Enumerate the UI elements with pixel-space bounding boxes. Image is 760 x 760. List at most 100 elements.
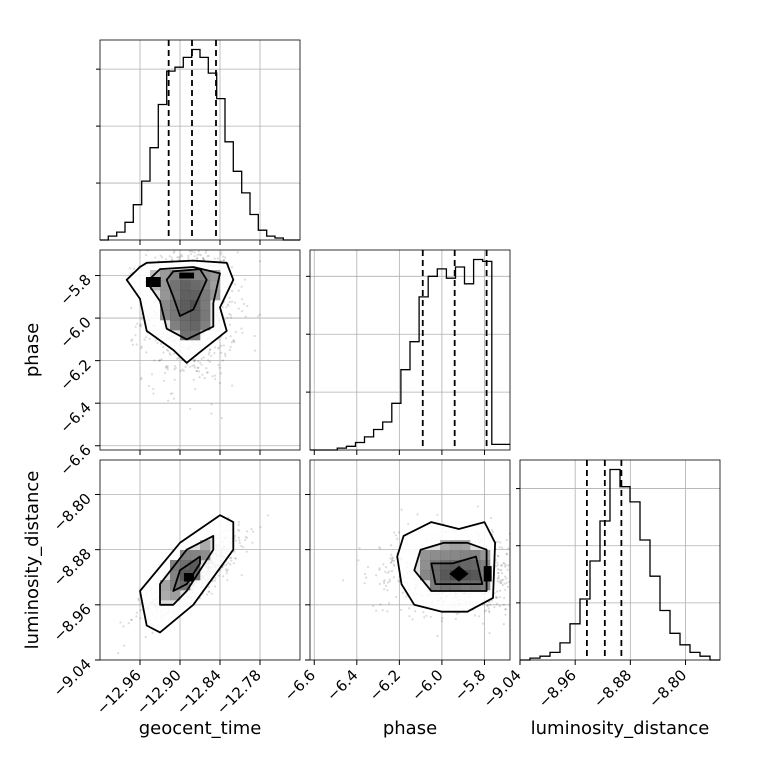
sample-point [177,241,179,243]
sample-point [392,563,395,566]
density-bin [460,540,471,551]
sample-point [234,330,237,334]
x-tick-label: −8.80 [645,666,690,711]
sample-point [228,296,231,299]
sample-point [144,253,148,257]
sample-point [154,339,157,342]
sample-point [378,567,381,570]
sample-point [507,564,510,567]
sample-point [127,622,130,625]
density-bin [210,280,221,291]
density-bin [470,570,481,581]
scatter-geocent-time-vs-luminosity-distance [99,459,301,661]
sample-point [238,539,241,542]
contour-line [413,541,488,592]
density-bin [180,330,191,341]
sample-point [242,546,245,549]
sample-point [534,570,536,572]
sample-point [527,631,529,633]
sample-point [259,526,262,529]
histogram-step-line [520,468,720,661]
density-bin [170,570,181,581]
sample-point [504,565,507,568]
density-bin [190,310,201,321]
x-axis-label-geocent-time: geocent_time [139,718,262,739]
sample-point [401,591,404,594]
sample-point [496,590,499,593]
density-bin [210,270,221,281]
sample-point [187,254,190,257]
sample-point [187,237,189,239]
sample-point [217,574,220,577]
density-bin [440,580,451,591]
sample-point [498,605,501,608]
panel-content [95,233,300,450]
sample-point [186,247,188,249]
sample-point [174,366,177,370]
sample-point [216,347,220,350]
sample-point [499,581,503,585]
sample-point [251,541,254,544]
sample-point [386,610,389,613]
sample-point [195,369,198,372]
sample-point [167,399,170,402]
sample-point [528,547,530,549]
sample-point [172,397,175,400]
sample-point [180,253,183,256]
density-bin [190,560,201,571]
sample-point [240,544,243,548]
sample-point [154,256,157,259]
panel-frame [99,459,301,661]
sample-point [177,233,179,235]
sample-point [485,609,488,612]
sample-point [523,561,525,563]
sample-point [234,283,237,286]
density-bin [190,280,201,291]
sample-point [502,603,505,606]
sample-point [95,291,97,293]
sample-point [505,538,508,542]
sample-point [224,354,227,357]
sample-point [210,403,213,406]
sample-point [391,559,394,563]
sample-point [156,341,159,344]
sample-point [382,563,385,566]
sample-point [232,339,235,342]
sample-point [500,569,503,572]
sample-point [489,603,492,606]
sample-point [227,304,230,307]
sample-point [491,528,494,531]
density-bin [420,570,431,581]
density-bin [480,580,491,591]
sample-point [167,349,170,352]
density-bin [480,560,491,571]
sample-point [500,581,503,584]
sample-point [495,595,498,598]
sample-point [511,583,513,585]
sample-point [187,257,190,260]
sample-point [218,366,221,369]
sample-point [391,556,394,559]
density-bin [420,550,431,561]
sample-point [153,359,156,362]
sample-point [188,250,192,253]
sample-point [208,351,211,354]
sample-point [189,407,192,411]
sample-point [165,365,168,368]
sample-point [531,609,533,611]
sample-point [516,579,518,581]
sample-point [386,571,389,575]
sample-point [499,579,502,582]
sample-point [363,582,366,585]
sample-point [216,244,218,246]
sample-point [500,564,503,567]
density-bin [180,310,191,321]
sample-point [512,557,514,559]
sample-point [516,595,518,597]
sample-point [488,611,491,614]
sample-point [244,535,247,538]
sample-point [169,353,172,356]
sample-point [198,253,201,256]
density-bin [180,560,191,571]
sample-point [228,300,231,304]
